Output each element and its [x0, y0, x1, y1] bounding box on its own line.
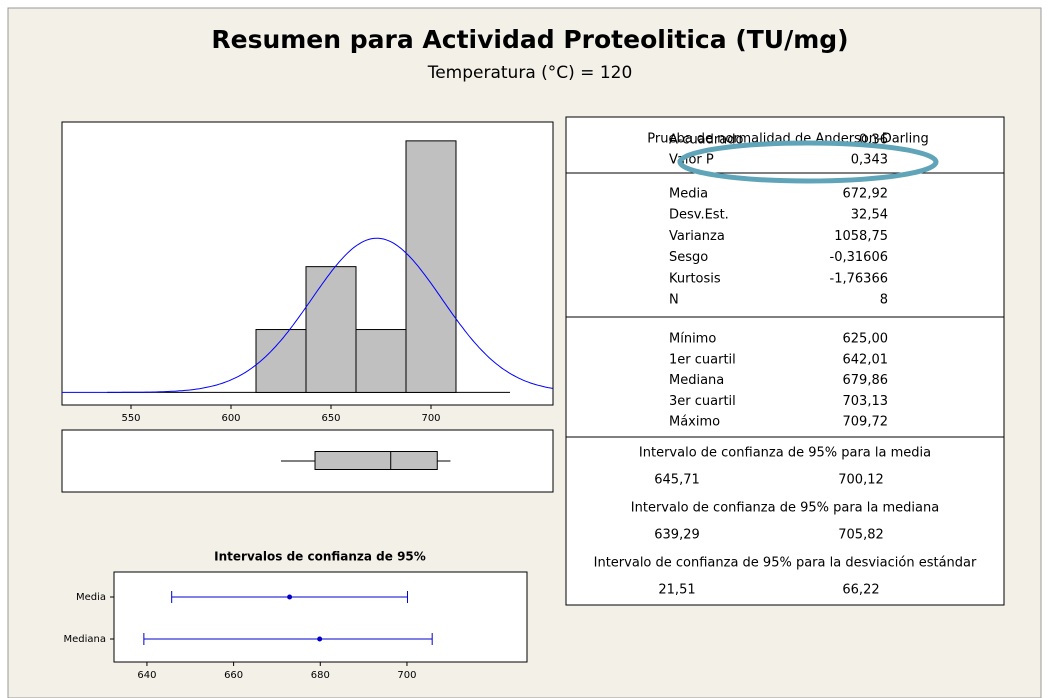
interval-title: Intervalo de confianza de 95% para la me… — [631, 501, 939, 516]
estimate — [287, 594, 293, 600]
stat-value: 642,01 — [843, 352, 889, 367]
interval-value: 66,22 — [842, 583, 879, 598]
bar — [405, 140, 457, 393]
stat-label: Varianza — [669, 229, 725, 244]
interval-value: 639,29 — [654, 528, 700, 543]
stat-value: -1,76366 — [830, 271, 888, 286]
stat-label: Media — [669, 187, 708, 202]
bar — [305, 266, 357, 393]
highlight — [677, 140, 939, 184]
stat-label: Máximo — [669, 415, 720, 430]
x-tick-label: 550 — [121, 413, 140, 424]
stat-label: Mínimo — [669, 332, 716, 347]
stat-label: Mediana — [669, 373, 724, 388]
stat-value: -0,31606 — [830, 250, 888, 265]
y-tick-label: Media — [76, 592, 106, 603]
stat-value: 8 — [880, 293, 888, 308]
interval-value: 645,71 — [654, 473, 700, 488]
stats-panel — [565, 116, 1005, 606]
subtitle: Temperatura (°C) = 120 — [427, 63, 633, 83]
normal-curve — [62, 237, 554, 393]
x-tick-label: 680 — [311, 670, 330, 681]
stat-label: A-cuadrado — [669, 133, 743, 148]
stat-label: Sesgo — [669, 250, 708, 265]
stat-label: 1er cuartil — [669, 352, 736, 367]
x-tick-label: 640 — [137, 670, 156, 681]
x-tick-label: 660 — [224, 670, 243, 681]
stat-value: 1058,75 — [834, 229, 888, 244]
stat-value: 0,343 — [851, 153, 888, 168]
stat-label: 3er cuartil — [669, 394, 736, 409]
stat-value: 679,86 — [843, 373, 889, 388]
interval-frame — [113, 571, 528, 663]
bar — [255, 329, 307, 393]
stat-value: 672,92 — [843, 187, 889, 202]
stat-value: 625,00 — [843, 332, 889, 347]
interval-title: Intervalo de confianza de 95% para la de… — [594, 556, 977, 571]
interval-title: Intervalos de confianza de 95% — [214, 550, 426, 564]
stat-value: 703,13 — [843, 394, 889, 409]
x-tick-label: 600 — [221, 413, 240, 424]
y-tick-label: Mediana — [64, 634, 107, 645]
x-tick-label: 700 — [397, 670, 416, 681]
chart-title: Resumen para Actividad Proteolitica (TU/… — [211, 25, 848, 54]
stat-value: 32,54 — [851, 208, 888, 223]
x-tick-label: 700 — [421, 413, 440, 424]
box — [314, 451, 438, 470]
stat-label: Kurtosis — [669, 271, 721, 286]
x-tick-label: 650 — [321, 413, 340, 424]
stat-value: 709,72 — [843, 415, 889, 430]
stat-label: Desv.Est. — [669, 208, 729, 223]
interval-value: 705,82 — [838, 528, 884, 543]
estimate — [317, 636, 323, 642]
interval-value: 21,51 — [658, 583, 695, 598]
interval-value: 700,12 — [838, 473, 884, 488]
interval-title: Intervalo de confianza de 95% para la me… — [639, 446, 931, 461]
stat-label: N — [669, 293, 679, 308]
bar — [355, 329, 407, 393]
